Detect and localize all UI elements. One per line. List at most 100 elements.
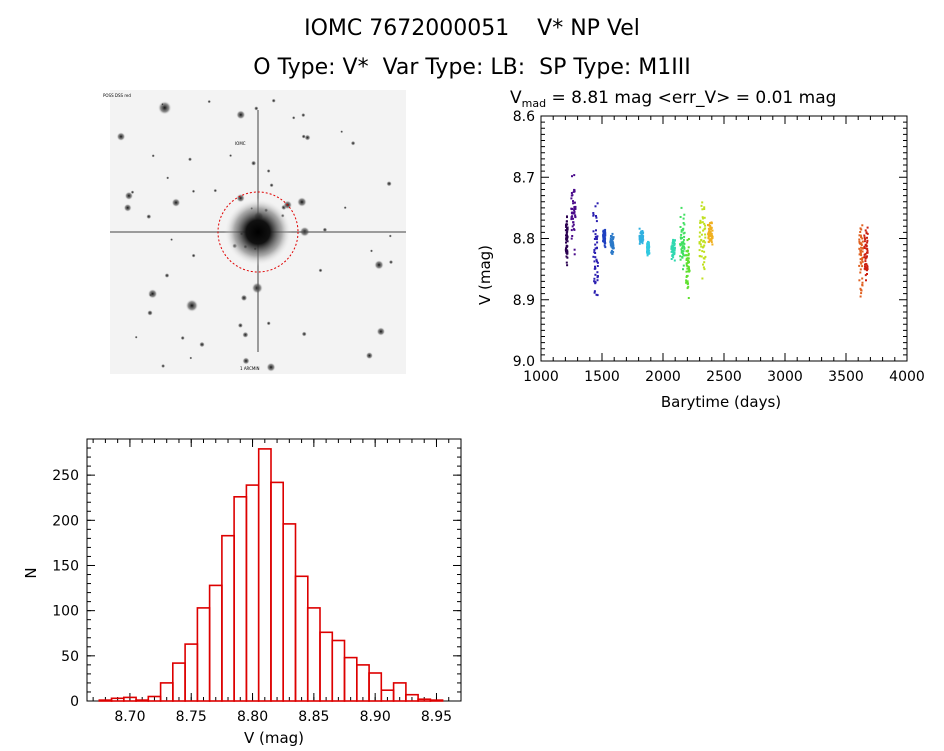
lc-point	[703, 250, 706, 253]
lc-point-cluster	[609, 232, 615, 255]
field-star	[374, 260, 384, 270]
chart-title: IOMC 7672000051 V* NP Vel	[304, 16, 640, 41]
lc-point	[859, 227, 862, 230]
field-star	[301, 134, 306, 139]
hist-frame	[86, 438, 462, 702]
lc-point	[686, 261, 689, 264]
lc-point	[682, 232, 685, 235]
lc-point	[709, 222, 712, 224]
lc-point	[566, 234, 568, 237]
lc-point	[708, 235, 711, 238]
lc-point	[571, 211, 574, 214]
lc-point	[682, 240, 685, 243]
field-star	[376, 327, 386, 336]
lc-point	[565, 238, 568, 241]
lc-point-cluster	[570, 174, 577, 256]
lc-point	[564, 249, 567, 252]
lc-point	[566, 249, 569, 252]
lc-point	[680, 241, 683, 244]
lc-point	[679, 244, 682, 247]
histogram-bar	[98, 699, 113, 702]
field-star	[166, 176, 170, 180]
field-star	[254, 106, 259, 111]
lc-point	[708, 239, 711, 242]
lc-point	[699, 219, 702, 222]
lc-point	[648, 249, 651, 252]
lc-point-cluster	[858, 224, 864, 298]
lc-point	[671, 242, 674, 244]
field-star	[170, 238, 174, 242]
lc-point	[858, 240, 861, 243]
lc-point	[701, 250, 704, 253]
lc-ylabel: V (mag)	[476, 245, 494, 305]
lc-point	[638, 242, 641, 245]
lc-point	[683, 235, 686, 238]
lc-point	[688, 269, 691, 272]
field-star	[365, 351, 374, 360]
target-circle	[217, 191, 299, 273]
lc-point	[638, 237, 641, 240]
lc-point	[866, 248, 869, 250]
lc-point	[671, 245, 674, 248]
field-star	[340, 130, 344, 134]
lc-point	[687, 249, 689, 252]
lc-point	[673, 253, 676, 256]
lc-point	[683, 242, 686, 245]
lc-point-cluster	[638, 227, 645, 245]
lc-point	[710, 221, 713, 224]
lc-point	[864, 238, 867, 241]
field-star	[269, 183, 274, 188]
lc-point	[858, 264, 861, 267]
lc-point	[566, 252, 569, 255]
lc-point	[682, 238, 685, 241]
lc-point	[703, 216, 706, 219]
field-star	[271, 98, 276, 103]
histogram-bar	[172, 662, 186, 702]
lc-point	[709, 230, 712, 233]
lc-point	[594, 205, 597, 208]
lc-point	[639, 237, 642, 240]
lc-point	[683, 223, 686, 226]
lc-point	[603, 240, 606, 243]
field-star	[301, 331, 307, 337]
lc-xtick-label: 1000	[523, 369, 559, 385]
lc-point	[596, 265, 599, 267]
hist-xtick-label: 8.70	[114, 709, 145, 725]
lc-point	[710, 237, 713, 240]
field-star	[164, 273, 170, 278]
lc-point	[859, 271, 862, 274]
hist-xtick-label: 8.75	[176, 709, 207, 725]
field-star	[266, 321, 271, 326]
lc-point	[685, 279, 688, 282]
hist-xtick-label: 8.90	[360, 709, 391, 725]
lc-point	[647, 243, 650, 246]
lc-point	[642, 238, 645, 241]
lc-point	[594, 252, 597, 254]
lc-point	[680, 206, 683, 209]
lc-point	[641, 237, 644, 239]
lc-point	[571, 235, 574, 237]
lc-point	[711, 243, 714, 246]
lc-point	[573, 207, 576, 210]
lc-point	[640, 230, 643, 233]
lc-point	[865, 279, 867, 282]
lc-point	[596, 294, 599, 297]
lc-point	[673, 247, 676, 250]
field-star	[151, 154, 155, 158]
lc-point	[570, 218, 573, 221]
lc-point	[594, 235, 597, 238]
field-star	[189, 356, 193, 360]
hist-ytick-label: 200	[52, 513, 79, 529]
lc-point	[702, 229, 705, 232]
light-curve-chart: Vmad = 8.81 mag <err_V> = 0.01 mag 1000 1…	[476, 88, 925, 411]
lc-point	[646, 246, 649, 249]
lc-point	[647, 244, 650, 247]
lc-point	[574, 214, 577, 217]
hist-xtick-label: 8.85	[298, 709, 329, 725]
lc-point	[710, 226, 713, 229]
lc-point	[573, 248, 576, 251]
lc-point	[679, 236, 682, 239]
lc-point	[865, 232, 868, 234]
lc-point	[641, 232, 644, 235]
lc-point	[611, 232, 614, 235]
